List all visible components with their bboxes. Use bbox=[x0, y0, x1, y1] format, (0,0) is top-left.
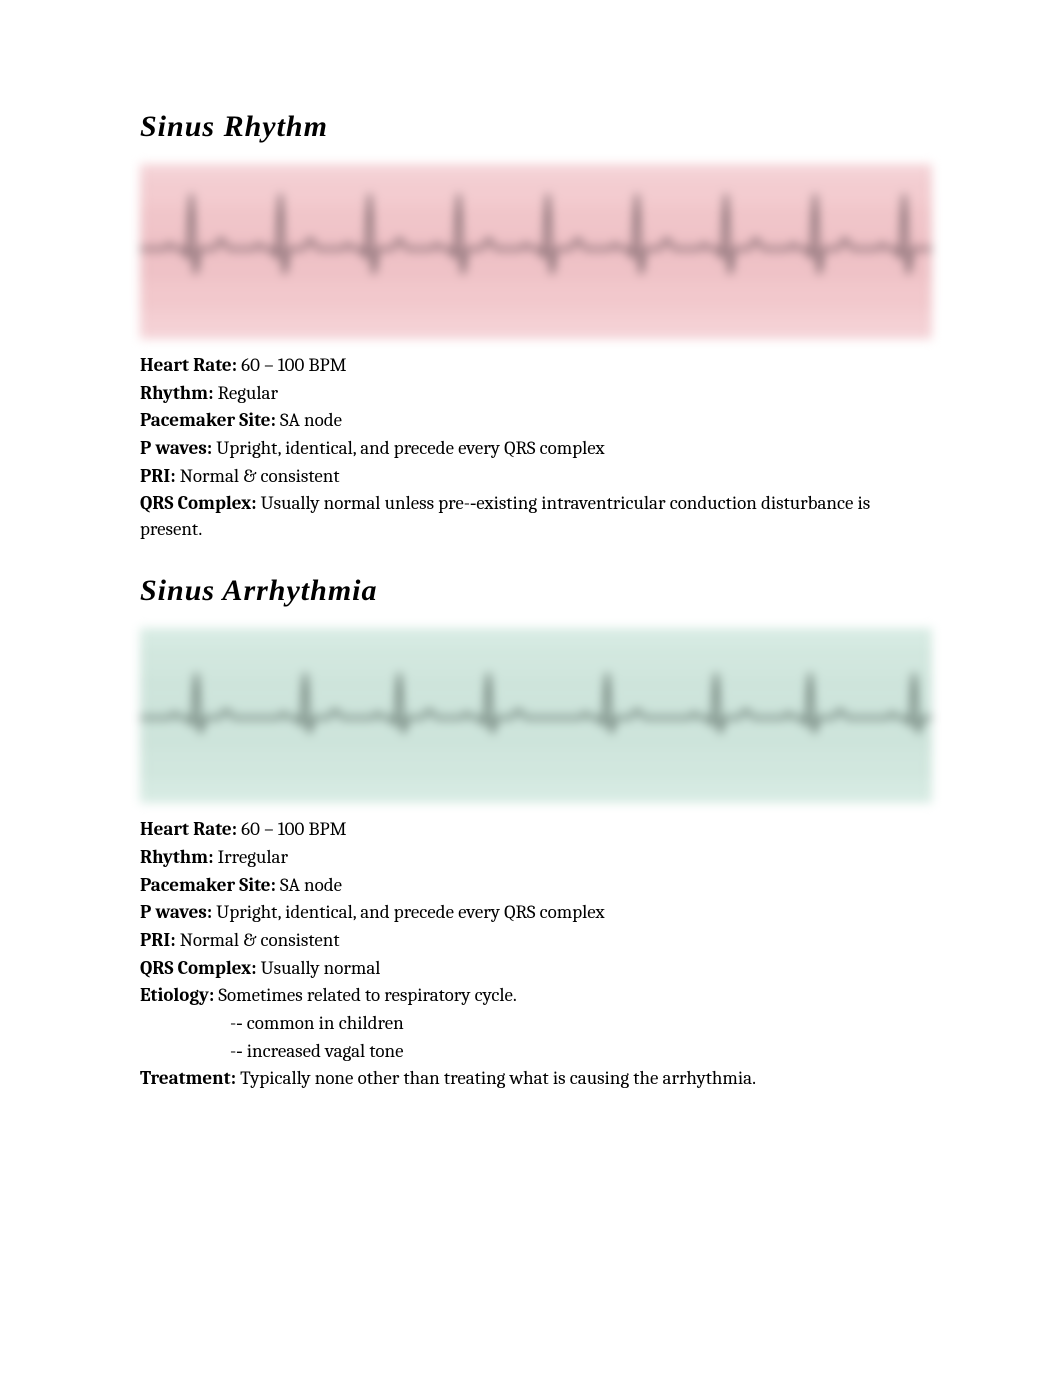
info-line: QRS Complex: Usually normal bbox=[140, 956, 932, 982]
info-line: Heart Rate: 60 – 100 BPM bbox=[140, 353, 932, 379]
field-value: SA node bbox=[276, 874, 342, 896]
section2-heading: Sinus Arrhythmia bbox=[140, 574, 932, 608]
etiology-sublist: -‐ common in children -‐ increased vagal… bbox=[140, 1011, 932, 1064]
field-value: Irregular bbox=[213, 846, 288, 868]
sublist-item: -‐ increased vagal tone bbox=[230, 1039, 932, 1065]
field-label: QRS Complex: bbox=[140, 957, 256, 979]
info-line: Pacemaker Site: SA node bbox=[140, 408, 932, 434]
field-label: Etiology: bbox=[140, 984, 214, 1006]
field-value: 60 – 100 BPM bbox=[237, 818, 347, 840]
field-label: Rhythm: bbox=[140, 846, 213, 868]
info-line: PRI: Normal & consistent bbox=[140, 928, 932, 954]
field-value: Normal & consistent bbox=[176, 929, 340, 951]
info-line: Etiology: Sometimes related to respirato… bbox=[140, 983, 932, 1009]
field-label: Pacemaker Site: bbox=[140, 409, 276, 431]
field-label: QRS Complex: bbox=[140, 492, 256, 514]
field-label: PRI: bbox=[140, 929, 176, 951]
sublist-item: -‐ common in children bbox=[230, 1011, 932, 1037]
field-label: P waves: bbox=[140, 437, 212, 459]
field-value: Usually normal bbox=[256, 957, 380, 979]
sinus-rhythm-ecg-image bbox=[140, 164, 932, 339]
field-value: Sometimes related to respiratory cycle. bbox=[214, 984, 517, 1006]
info-line: QRS Complex: Usually normal unless pre-‐… bbox=[140, 491, 932, 542]
field-label: Pacemaker Site: bbox=[140, 874, 276, 896]
field-label: Heart Rate: bbox=[140, 354, 237, 376]
info-line: Heart Rate: 60 – 100 BPM bbox=[140, 817, 932, 843]
section1-info: Heart Rate: 60 – 100 BPM Rhythm: Regular… bbox=[140, 353, 932, 542]
field-label: Treatment: bbox=[140, 1067, 236, 1089]
section1-heading: Sinus Rhythm bbox=[140, 110, 932, 144]
info-line: Treatment: Typically none other than tre… bbox=[140, 1066, 932, 1092]
field-value: Regular bbox=[213, 382, 278, 404]
info-line: P waves: Upright, identical, and precede… bbox=[140, 900, 932, 926]
sinus-arrhythmia-ecg-image bbox=[140, 628, 932, 803]
field-label: P waves: bbox=[140, 901, 212, 923]
field-label: Rhythm: bbox=[140, 382, 213, 404]
field-value: Normal & consistent bbox=[176, 465, 340, 487]
field-value: SA node bbox=[276, 409, 342, 431]
field-value: Upright, identical, and precede every QR… bbox=[212, 437, 604, 459]
field-value: Upright, identical, and precede every QR… bbox=[212, 901, 604, 923]
field-value: Typically none other than treating what … bbox=[236, 1067, 756, 1089]
field-value: 60 – 100 BPM bbox=[237, 354, 347, 376]
section2-info: Heart Rate: 60 – 100 BPM Rhythm: Irregul… bbox=[140, 817, 932, 1091]
info-line: PRI: Normal & consistent bbox=[140, 464, 932, 490]
field-label: Heart Rate: bbox=[140, 818, 237, 840]
info-line: Pacemaker Site: SA node bbox=[140, 873, 932, 899]
field-label: PRI: bbox=[140, 465, 176, 487]
info-line: Rhythm: Irregular bbox=[140, 845, 932, 871]
info-line: Rhythm: Regular bbox=[140, 381, 932, 407]
info-line: P waves: Upright, identical, and precede… bbox=[140, 436, 932, 462]
